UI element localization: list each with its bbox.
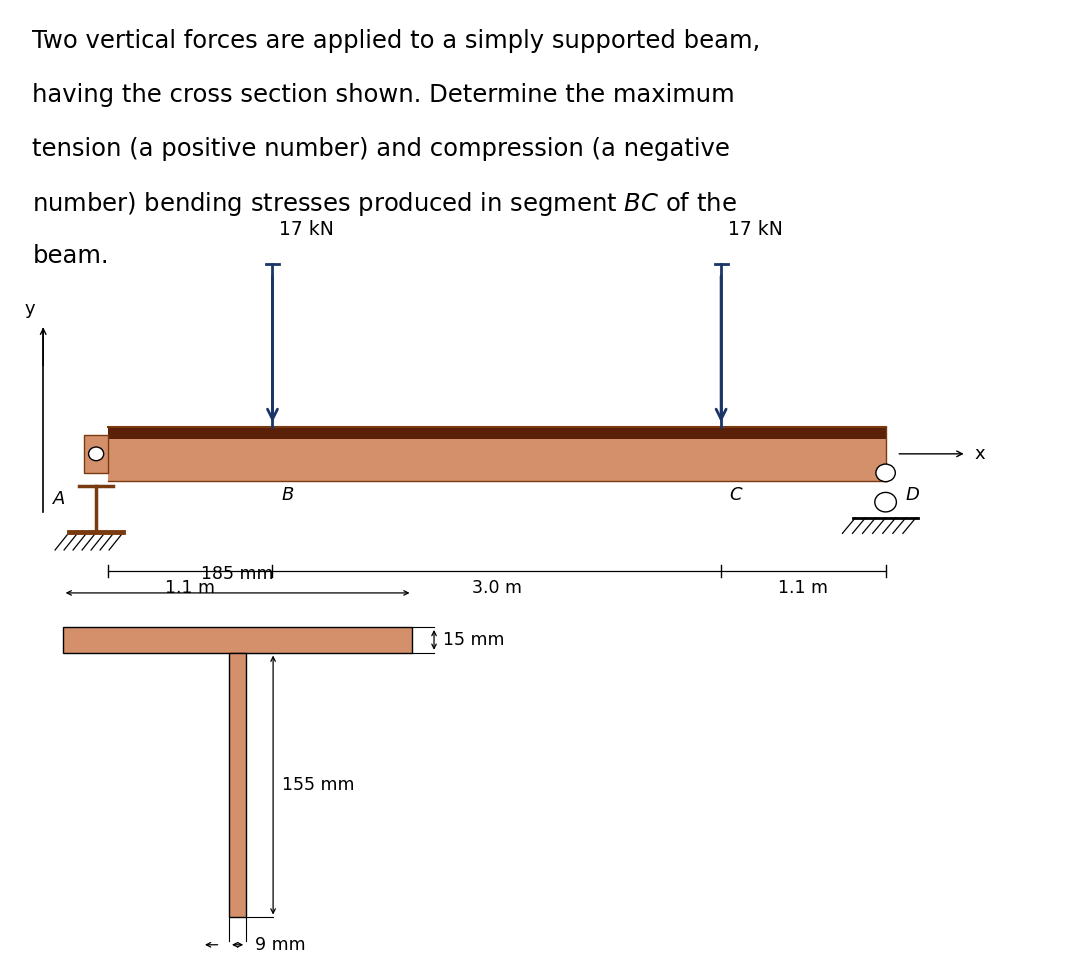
Text: having the cross section shown. Determine the maximum: having the cross section shown. Determin… [32, 83, 735, 107]
Text: 1.1 m: 1.1 m [165, 579, 215, 596]
Bar [63, 627, 413, 653]
Text: 17 kN: 17 kN [728, 221, 783, 239]
Text: C: C [730, 485, 742, 504]
Text: y: y [25, 300, 36, 317]
Text: beam.: beam. [32, 244, 109, 268]
Text: tension (a positive number) and compression (a negative: tension (a positive number) and compress… [32, 137, 730, 161]
Text: Two vertical forces are applied to a simply supported beam,: Two vertical forces are applied to a sim… [32, 29, 760, 54]
Bar [229, 653, 246, 917]
Circle shape [89, 447, 104, 461]
Bar [108, 427, 886, 480]
Circle shape [876, 464, 895, 481]
Text: B: B [281, 485, 294, 504]
Text: 185 mm: 185 mm [201, 565, 274, 584]
Text: x: x [974, 445, 985, 463]
Text: A: A [53, 490, 66, 508]
Bar [84, 435, 108, 472]
Text: 17 kN: 17 kN [279, 221, 334, 239]
Text: 1.1 m: 1.1 m [779, 579, 828, 596]
Text: D: D [905, 485, 919, 504]
Text: 9 mm: 9 mm [255, 936, 306, 954]
Text: 15 mm: 15 mm [443, 630, 504, 649]
Text: 155 mm: 155 mm [282, 776, 354, 794]
Bar [108, 427, 886, 439]
Text: 3.0 m: 3.0 m [472, 579, 522, 596]
Circle shape [875, 492, 896, 511]
Text: number) bending stresses produced in segment $\mathit{BC}$ of the: number) bending stresses produced in seg… [32, 190, 738, 219]
